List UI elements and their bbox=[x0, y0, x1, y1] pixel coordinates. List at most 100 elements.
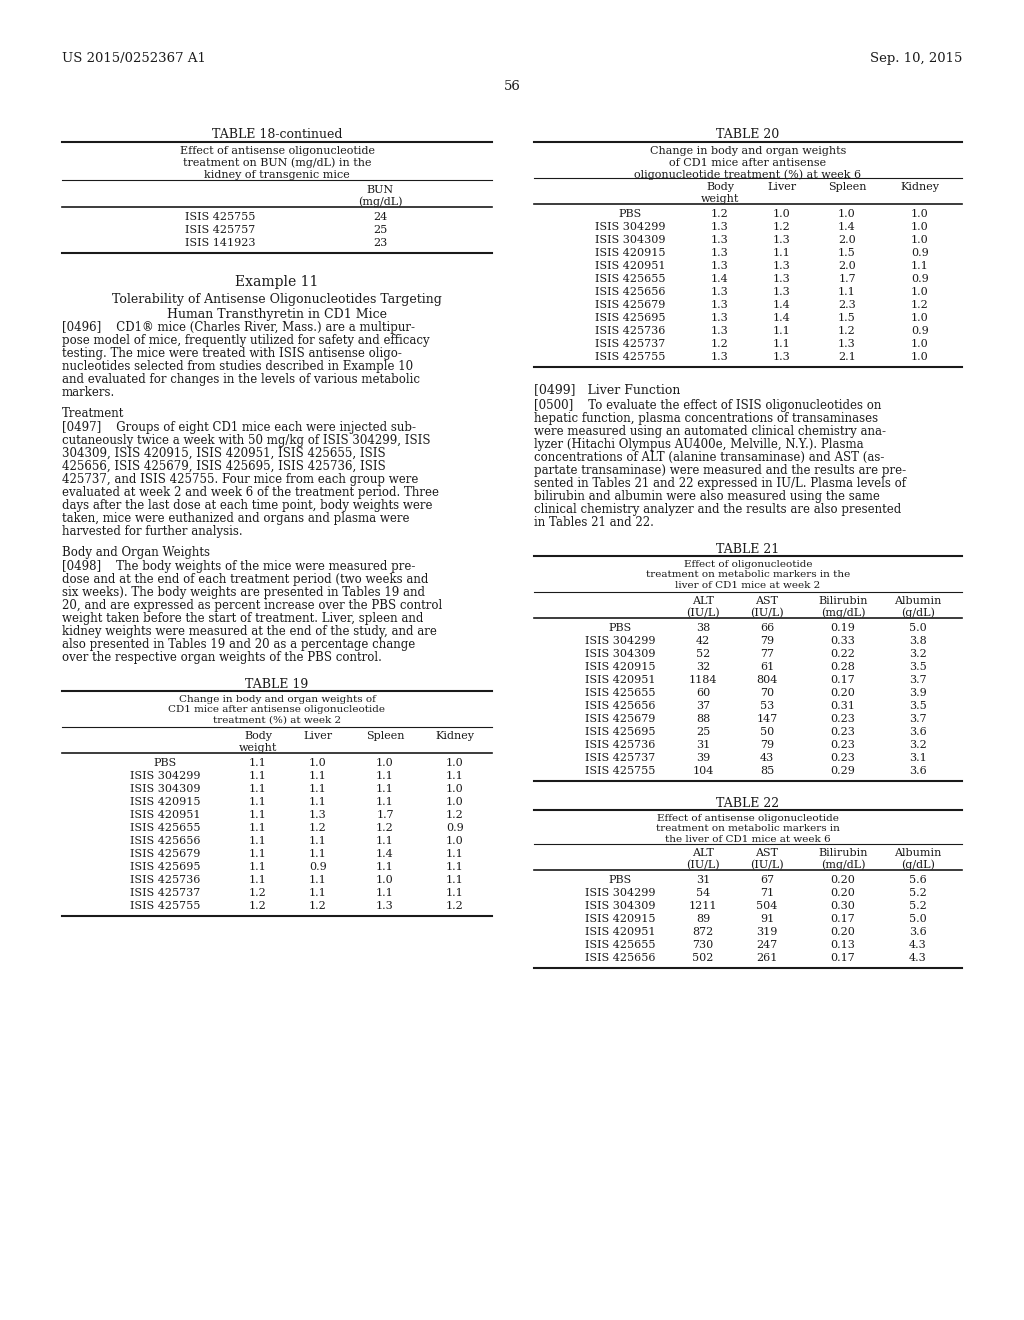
Text: ISIS 425679: ISIS 425679 bbox=[130, 849, 200, 859]
Text: 104: 104 bbox=[692, 766, 714, 776]
Text: 25: 25 bbox=[373, 224, 387, 235]
Text: TABLE 21: TABLE 21 bbox=[717, 543, 779, 556]
Text: 0.22: 0.22 bbox=[830, 649, 855, 659]
Text: 3.6: 3.6 bbox=[909, 927, 927, 937]
Text: ISIS 425755: ISIS 425755 bbox=[595, 352, 666, 362]
Text: 42: 42 bbox=[696, 636, 710, 645]
Text: 1.2: 1.2 bbox=[249, 888, 267, 898]
Text: 39: 39 bbox=[696, 752, 710, 763]
Text: 31: 31 bbox=[696, 741, 710, 750]
Text: sented in Tables 21 and 22 expressed in IU/L. Plasma levels of: sented in Tables 21 and 22 expressed in … bbox=[534, 477, 906, 490]
Text: concentrations of ALT (alanine transaminase) and AST (as-: concentrations of ALT (alanine transamin… bbox=[534, 451, 885, 465]
Text: ISIS 304299: ISIS 304299 bbox=[585, 888, 655, 898]
Text: lyzer (Hitachi Olympus AU400e, Melville, N.Y.). Plasma: lyzer (Hitachi Olympus AU400e, Melville,… bbox=[534, 438, 863, 451]
Text: ISIS 425755: ISIS 425755 bbox=[585, 766, 655, 776]
Text: 1.1: 1.1 bbox=[249, 771, 267, 781]
Text: 1.4: 1.4 bbox=[773, 300, 791, 310]
Text: ISIS 304309: ISIS 304309 bbox=[130, 784, 201, 795]
Text: 1.2: 1.2 bbox=[309, 902, 327, 911]
Text: 1.3: 1.3 bbox=[773, 286, 791, 297]
Text: 1.3: 1.3 bbox=[711, 286, 729, 297]
Text: 3.8: 3.8 bbox=[909, 636, 927, 645]
Text: ISIS 425679: ISIS 425679 bbox=[595, 300, 666, 310]
Text: 1.0: 1.0 bbox=[838, 209, 856, 219]
Text: 1.0: 1.0 bbox=[911, 313, 929, 323]
Text: 1.1: 1.1 bbox=[309, 888, 327, 898]
Text: Spleen: Spleen bbox=[827, 182, 866, 191]
Text: Sep. 10, 2015: Sep. 10, 2015 bbox=[869, 51, 962, 65]
Text: bilirubin and albumin were also measured using the same: bilirubin and albumin were also measured… bbox=[534, 490, 880, 503]
Text: 1.1: 1.1 bbox=[446, 875, 464, 884]
Text: ISIS 425655: ISIS 425655 bbox=[595, 275, 666, 284]
Text: 60: 60 bbox=[696, 688, 710, 698]
Text: days after the last dose at each time point, body weights were: days after the last dose at each time po… bbox=[62, 499, 432, 512]
Text: 3.9: 3.9 bbox=[909, 688, 927, 698]
Text: ISIS 425737: ISIS 425737 bbox=[585, 752, 655, 763]
Text: 3.5: 3.5 bbox=[909, 701, 927, 711]
Text: evaluated at week 2 and week 6 of the treatment period. Three: evaluated at week 2 and week 6 of the tr… bbox=[62, 486, 439, 499]
Text: 1.4: 1.4 bbox=[711, 275, 729, 284]
Text: clinical chemistry analyzer and the results are also presented: clinical chemistry analyzer and the resu… bbox=[534, 503, 901, 516]
Text: ISIS 425695: ISIS 425695 bbox=[130, 862, 201, 873]
Text: 66: 66 bbox=[760, 623, 774, 634]
Text: 1.0: 1.0 bbox=[309, 758, 327, 768]
Text: 1.2: 1.2 bbox=[838, 326, 856, 337]
Text: 1.2: 1.2 bbox=[773, 222, 791, 232]
Text: 1.3: 1.3 bbox=[711, 352, 729, 362]
Text: 1.2: 1.2 bbox=[446, 810, 464, 820]
Text: 1.5: 1.5 bbox=[838, 248, 856, 257]
Text: ALT
(IU/L): ALT (IU/L) bbox=[686, 847, 720, 870]
Text: 1.3: 1.3 bbox=[376, 902, 394, 911]
Text: taken, mice were euthanized and organs and plasma were: taken, mice were euthanized and organs a… bbox=[62, 512, 410, 525]
Text: Body
weight: Body weight bbox=[239, 731, 278, 752]
Text: 3.6: 3.6 bbox=[909, 766, 927, 776]
Text: 261: 261 bbox=[757, 953, 777, 964]
Text: 1.1: 1.1 bbox=[376, 771, 394, 781]
Text: 1.2: 1.2 bbox=[711, 339, 729, 348]
Text: 247: 247 bbox=[757, 940, 777, 950]
Text: 5.2: 5.2 bbox=[909, 902, 927, 911]
Text: 1.0: 1.0 bbox=[446, 836, 464, 846]
Text: 1.1: 1.1 bbox=[249, 810, 267, 820]
Text: kidney weights were measured at the end of the study, and are: kidney weights were measured at the end … bbox=[62, 624, 437, 638]
Text: weight taken before the start of treatment. Liver, spleen and: weight taken before the start of treatme… bbox=[62, 612, 423, 624]
Text: six weeks). The body weights are presented in Tables 19 and: six weeks). The body weights are present… bbox=[62, 586, 425, 599]
Text: AST
(IU/L): AST (IU/L) bbox=[751, 597, 783, 618]
Text: ISIS 425695: ISIS 425695 bbox=[595, 313, 666, 323]
Text: 91: 91 bbox=[760, 913, 774, 924]
Text: 1.1: 1.1 bbox=[446, 862, 464, 873]
Text: Bilirubin
(mg/dL): Bilirubin (mg/dL) bbox=[818, 847, 867, 870]
Text: 0.9: 0.9 bbox=[446, 822, 464, 833]
Text: 1.2: 1.2 bbox=[249, 902, 267, 911]
Text: 2.0: 2.0 bbox=[838, 235, 856, 246]
Text: 1.2: 1.2 bbox=[911, 300, 929, 310]
Text: ISIS 304309: ISIS 304309 bbox=[585, 902, 655, 911]
Text: 1.7: 1.7 bbox=[376, 810, 394, 820]
Text: PBS: PBS bbox=[608, 623, 632, 634]
Text: 425656, ISIS 425679, ISIS 425695, ISIS 425736, ISIS: 425656, ISIS 425679, ISIS 425695, ISIS 4… bbox=[62, 459, 386, 473]
Text: ISIS 425656: ISIS 425656 bbox=[585, 953, 655, 964]
Text: 0.20: 0.20 bbox=[830, 688, 855, 698]
Text: 0.9: 0.9 bbox=[309, 862, 327, 873]
Text: PBS: PBS bbox=[608, 875, 632, 884]
Text: 1.0: 1.0 bbox=[376, 758, 394, 768]
Text: 25: 25 bbox=[696, 727, 710, 737]
Text: 0.23: 0.23 bbox=[830, 727, 855, 737]
Text: 1.2: 1.2 bbox=[446, 902, 464, 911]
Text: 1.2: 1.2 bbox=[376, 822, 394, 833]
Text: ISIS 425655: ISIS 425655 bbox=[130, 822, 201, 833]
Text: Spleen: Spleen bbox=[366, 731, 404, 741]
Text: were measured using an automated clinical chemistry ana-: were measured using an automated clinica… bbox=[534, 425, 886, 438]
Text: Change in body and organ weights of
CD1 mice after antisense oligonucleotide
tre: Change in body and organ weights of CD1 … bbox=[169, 696, 385, 725]
Text: Body
weight: Body weight bbox=[700, 182, 739, 203]
Text: ISIS 425755: ISIS 425755 bbox=[130, 902, 200, 911]
Text: 1.3: 1.3 bbox=[309, 810, 327, 820]
Text: ISIS 425736: ISIS 425736 bbox=[585, 741, 655, 750]
Text: ISIS 425757: ISIS 425757 bbox=[185, 224, 255, 235]
Text: ISIS 425737: ISIS 425737 bbox=[130, 888, 200, 898]
Text: 804: 804 bbox=[757, 675, 777, 685]
Text: 1.1: 1.1 bbox=[249, 875, 267, 884]
Text: 89: 89 bbox=[696, 913, 710, 924]
Text: 1.0: 1.0 bbox=[911, 209, 929, 219]
Text: 5.6: 5.6 bbox=[909, 875, 927, 884]
